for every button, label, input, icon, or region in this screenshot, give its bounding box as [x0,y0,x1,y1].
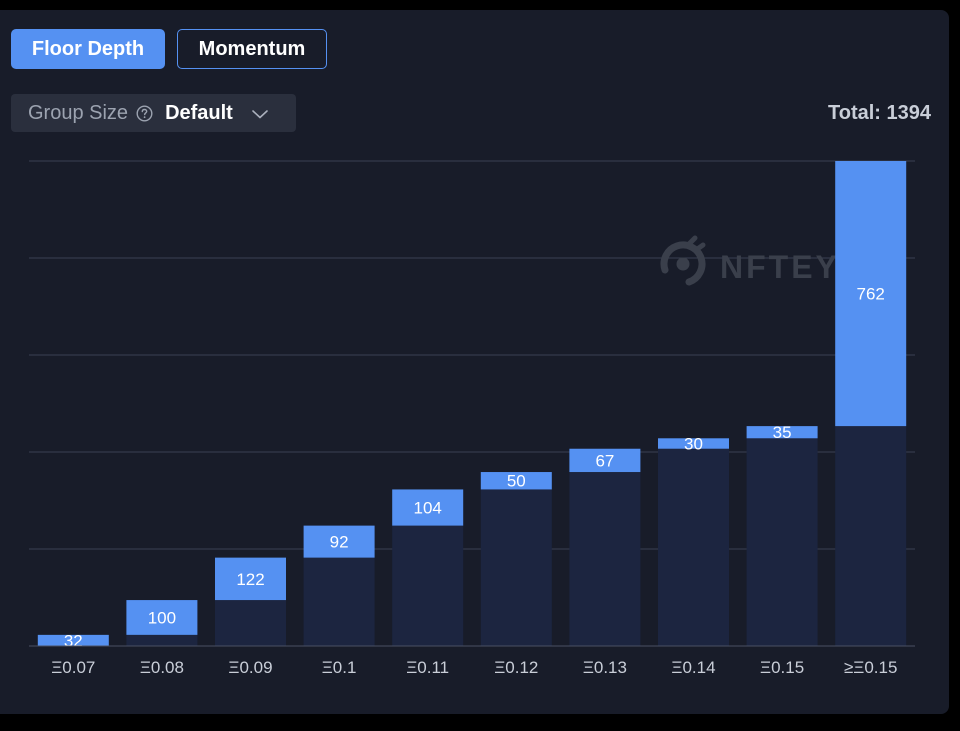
bar-value-label: 50 [507,472,526,491]
cumulative-bar [215,600,286,646]
bar[interactable] [37,634,109,646]
x-tick-label: Ξ0.12 [494,658,538,677]
bar[interactable] [215,557,286,601]
bottom-strip [0,714,960,731]
help-icon[interactable] [136,104,153,122]
bar-value-label: 32 [64,631,83,650]
x-tick-label: Ξ0.14 [671,658,715,677]
nfteye-logo-icon [660,235,706,286]
x-tick-label: Ξ0.09 [228,658,272,677]
chevron-down-icon [251,107,269,119]
total-count: Total: 1394 [828,102,931,124]
bar[interactable] [126,600,198,635]
bar-value-label: 762 [857,285,885,304]
cumulative-bar [746,438,818,646]
cumulative-bar [303,557,375,646]
bar[interactable] [480,472,552,490]
group-size-select[interactable]: Group Size Default [11,94,296,132]
cumulative-bar [480,489,552,646]
bar[interactable] [392,489,464,526]
cumulative-bar [126,634,198,646]
bar[interactable] [303,525,375,558]
bar-value-label: 30 [684,435,703,454]
bar-value-label: 122 [236,570,264,589]
bar[interactable] [569,448,641,473]
tab-floor-depth[interactable]: Floor Depth [11,29,165,69]
bars [37,161,907,646]
bar-value-label: 92 [330,533,349,552]
cumulative-bar [392,525,464,646]
bar-value-label: 35 [773,423,792,442]
cumulative-bar [658,448,729,646]
x-axis-ticks: Ξ0.07 Ξ0.08 Ξ0.09 Ξ0.1 Ξ0.11 Ξ0.12 Ξ0.13 Ξ0.14 Ξ… [51,658,897,677]
bar[interactable] [746,426,818,439]
x-tick-label: Ξ0.1 [322,658,357,677]
floor-depth-panel: Floor Depth Momentum Group Size Default … [0,10,949,714]
bar-value-label: 104 [414,499,442,518]
value-labels: 32 100 122 92 104 50 67 30 35 762 [64,285,885,651]
x-tick-label: Ξ0.07 [51,658,95,677]
bar[interactable] [835,161,907,427]
group-size-label: Group Size [28,101,129,124]
x-tick-label: Ξ0.11 [406,658,449,677]
x-tick-label: Ξ0.15 [760,658,804,677]
cumulative-bar [569,472,641,646]
cumulative-bar [835,426,907,646]
tab-momentum[interactable]: Momentum [177,29,327,69]
nfteye-watermark: NFTEYE [660,235,861,286]
bar-value-label: 100 [148,608,176,627]
bar-value-label: 67 [595,451,614,470]
bar[interactable] [658,438,729,449]
x-tick-label: ≥Ξ0.15 [844,658,897,677]
group-size-value: Default [165,101,233,124]
x-tick-label: Ξ0.13 [583,658,627,677]
x-tick-label: Ξ0.08 [140,658,184,677]
